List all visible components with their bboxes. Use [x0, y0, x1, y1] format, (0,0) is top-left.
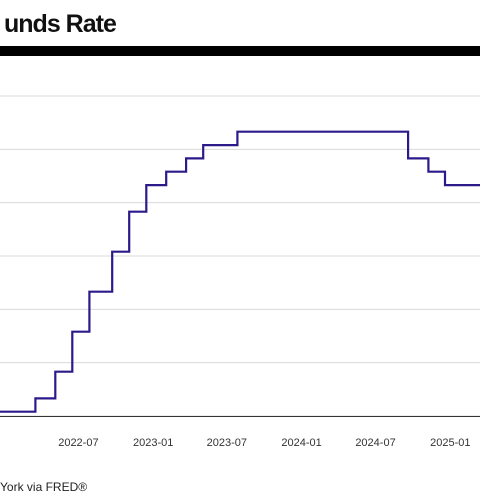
source-note: York via FRED®: [0, 480, 87, 494]
chart-title: unds Rate: [4, 10, 116, 39]
title-rule: [0, 46, 480, 56]
series-layer: [0, 132, 480, 412]
x-tick-label: 2022-07: [58, 437, 98, 449]
x-tick-label: 2024-07: [355, 437, 395, 449]
series-line: [0, 132, 480, 412]
x-axis-ticks: 2022-07 2023-01 2023-07 2024-01 2024-07 2025-…: [58, 437, 470, 449]
x-tick-label: 2024-01: [281, 437, 321, 449]
chart-plot-area: 2022-07 2023-01 2023-07 2024-01 2024-07 2025-…: [0, 56, 480, 476]
x-tick-label: 2025-01: [430, 437, 470, 449]
x-tick-label: 2023-01: [133, 437, 173, 449]
x-tick-label: 2023-07: [207, 437, 247, 449]
